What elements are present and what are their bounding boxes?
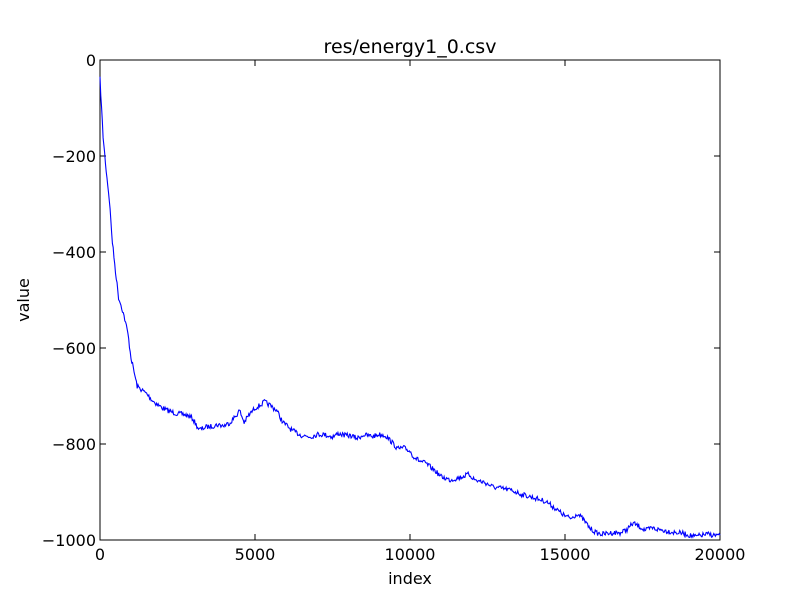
x-tick-label: 10000 bbox=[385, 545, 436, 564]
y-tick-label: 0 bbox=[86, 51, 96, 70]
x-tick-label: 0 bbox=[95, 545, 105, 564]
x-axis-label: index bbox=[388, 569, 432, 588]
chart-title: res/energy1_0.csv bbox=[324, 36, 497, 58]
y-tick-label: −600 bbox=[52, 339, 96, 358]
x-tick-label: 5000 bbox=[235, 545, 276, 564]
ticks-layer: 0 5000 10000 15000 20000 0 −200 −400 −600 −800 −10… bbox=[42, 51, 746, 564]
x-tick-label: 15000 bbox=[540, 545, 591, 564]
series-layer bbox=[99, 76, 721, 539]
x-tick-label: 20000 bbox=[695, 545, 746, 564]
y-tick-label: −400 bbox=[52, 243, 96, 262]
plot-frame bbox=[99, 59, 721, 541]
y-axis-label: value bbox=[14, 278, 33, 322]
y-tick-label: −200 bbox=[52, 147, 96, 166]
y-tick-label: −1000 bbox=[42, 531, 96, 550]
y-tick-label: −800 bbox=[52, 435, 96, 454]
series-line bbox=[99, 76, 721, 539]
